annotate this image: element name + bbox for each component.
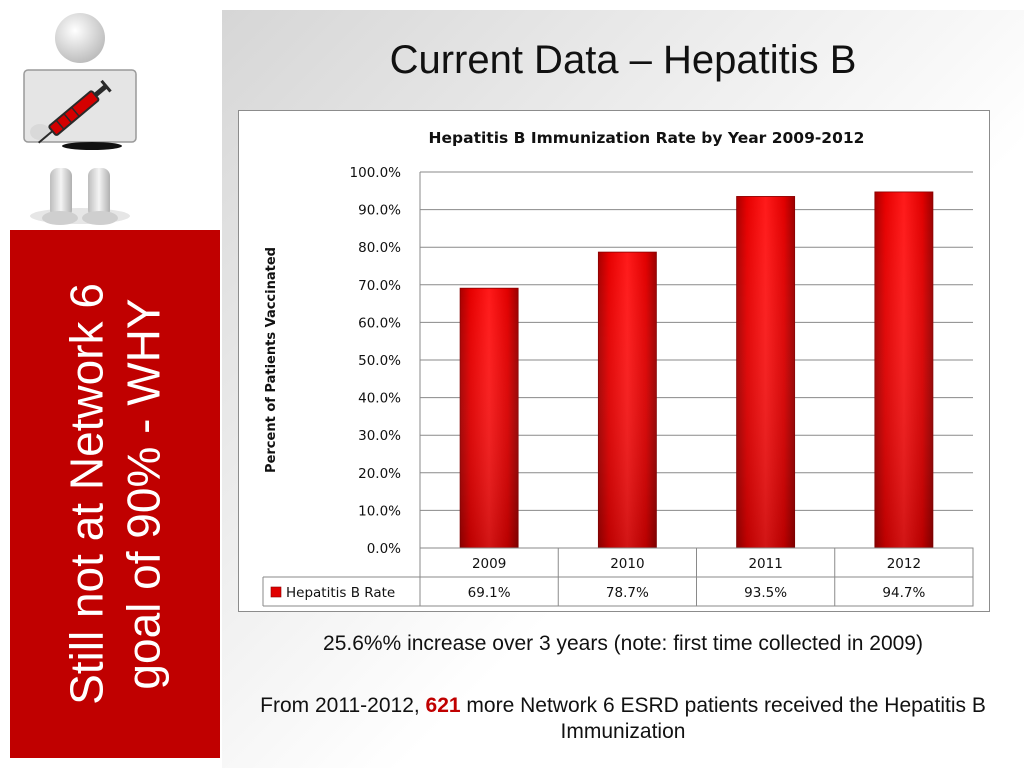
y-tick-label: 80.0% bbox=[358, 240, 401, 256]
legend-swatch bbox=[270, 586, 282, 598]
y-tick-label: 0.0% bbox=[367, 541, 401, 557]
y-tick-label: 20.0% bbox=[358, 466, 401, 482]
data-label: 93.5% bbox=[744, 585, 787, 601]
summary-highlight-number: 621 bbox=[425, 694, 461, 717]
bar-shade bbox=[598, 252, 657, 548]
y-tick-label: 40.0% bbox=[358, 391, 401, 407]
summary-prefix: From 2011-2012, bbox=[260, 694, 426, 717]
data-label: 94.7% bbox=[882, 585, 925, 601]
x-category-label: 2009 bbox=[472, 556, 506, 572]
bar-shade bbox=[460, 288, 519, 548]
y-axis-label: Percent of Patients Vaccinated bbox=[264, 247, 279, 473]
chart-title: Hepatitis B Immunization Rate by Year 20… bbox=[429, 129, 865, 147]
y-tick-label: 10.0% bbox=[358, 503, 401, 519]
y-tick-label: 50.0% bbox=[358, 353, 401, 369]
y-tick-label: 70.0% bbox=[358, 278, 401, 294]
bar-shade bbox=[874, 191, 933, 548]
legend-series-label: Hepatitis B Rate bbox=[286, 585, 395, 601]
data-label: 69.1% bbox=[468, 585, 511, 601]
bar-shade bbox=[736, 196, 795, 548]
figure-syringe-illustration bbox=[23, 13, 137, 225]
y-tick-label: 90.0% bbox=[358, 203, 401, 219]
y-tick-label: 60.0% bbox=[358, 315, 401, 331]
chart-container: Hepatitis B Immunization Rate by Year 20… bbox=[238, 110, 990, 612]
data-label: 78.7% bbox=[606, 585, 649, 601]
bar-chart: Hepatitis B Immunization Rate by Year 20… bbox=[262, 129, 974, 607]
summary-text: From 2011-2012, 621 more Network 6 ESRD … bbox=[222, 693, 1024, 746]
summary-suffix: more Network 6 ESRD patients received th… bbox=[460, 694, 986, 744]
slide-title: Current Data – Hepatitis B bbox=[389, 38, 857, 82]
y-tick-label: 100.0% bbox=[350, 165, 402, 181]
x-category-label: 2012 bbox=[887, 556, 921, 572]
x-category-label: 2010 bbox=[610, 556, 644, 572]
increase-note: 25.6%% increase over 3 years (note: firs… bbox=[323, 632, 923, 655]
side-panel-text: Still not at Network 6 goal of 90% - WHY bbox=[60, 283, 169, 705]
y-tick-label: 30.0% bbox=[358, 428, 401, 444]
x-category-label: 2011 bbox=[748, 556, 782, 572]
side-panel: Still not at Network 6 goal of 90% - WHY bbox=[10, 230, 220, 758]
